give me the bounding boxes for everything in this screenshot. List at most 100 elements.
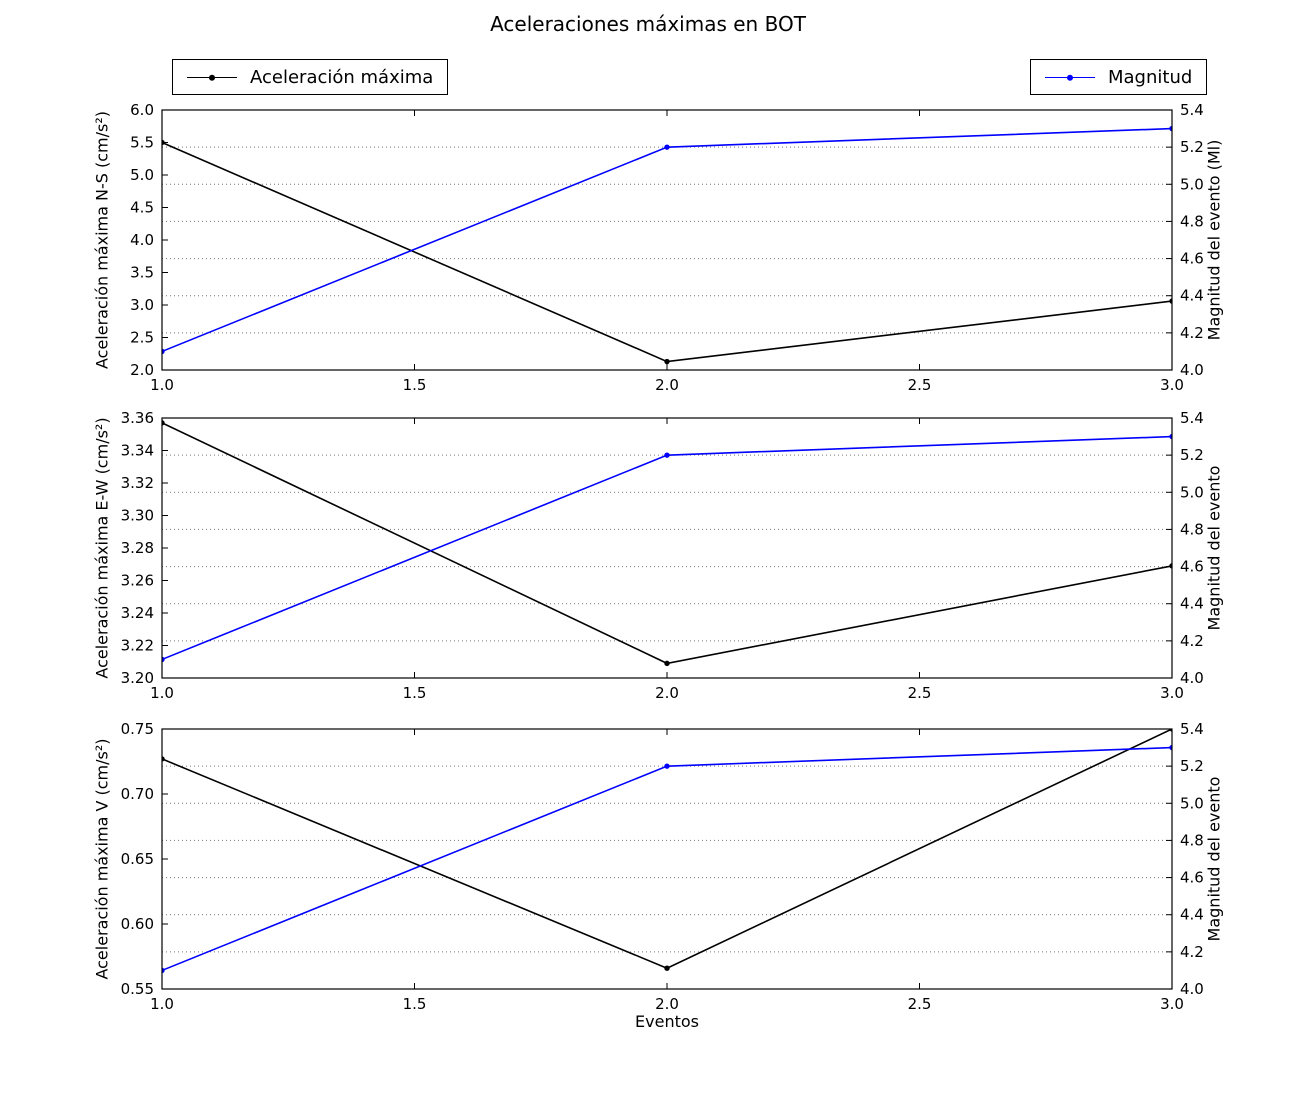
left-tick-label: 3.20	[121, 669, 154, 687]
data-point-marker	[664, 358, 670, 365]
data-point-marker	[664, 144, 670, 150]
right-tick-label: 4.2	[1180, 324, 1204, 342]
x-tick-label: 1.0	[150, 684, 174, 702]
legend-label-aceleracion: Aceleración máxima	[250, 66, 434, 88]
figure-title: Aceleraciones máximas en BOT	[490, 12, 806, 36]
ylabel-right-magnitud-3: Magnitud del evento	[1204, 776, 1224, 942]
left-tick-label: 2.0	[130, 361, 154, 379]
data-point-marker	[1169, 125, 1172, 132]
left-tick-label: 3.36	[121, 409, 154, 427]
right-tick-label: 5.0	[1180, 794, 1204, 812]
left-tick-label: 3.30	[121, 507, 154, 525]
left-tick-label: 3.0	[130, 296, 154, 314]
x-tick-label: 2.0	[655, 376, 679, 394]
data-point-marker	[664, 660, 670, 667]
data-point-marker	[1169, 433, 1172, 440]
ylabel-right-magnitud-2: Magnitud del evento	[1204, 465, 1224, 631]
right-tick-label: 4.0	[1180, 361, 1204, 379]
right-tick-label: 4.4	[1180, 906, 1204, 924]
right-tick-label: 4.8	[1180, 831, 1204, 849]
right-tick-label: 4.0	[1180, 669, 1204, 687]
right-tick-label: 4.2	[1180, 943, 1204, 961]
x-tick-label: 3.0	[1160, 995, 1184, 1013]
ylabel-right-magnitud-1: Magnitud del evento (Ml)	[1204, 139, 1224, 341]
ylabel-ns: Aceleración máxima N-S (cm/s²)	[92, 110, 112, 370]
right-tick-label: 5.2	[1180, 757, 1204, 775]
right-tick-label: 4.6	[1180, 869, 1204, 887]
x-tick-label: 2.5	[908, 995, 932, 1013]
legend-magnitud: Magnitud	[1030, 59, 1208, 95]
right-tick-label: 4.6	[1180, 250, 1204, 268]
x-axis-label: Eventos	[635, 1012, 699, 1031]
right-tick-label: 4.8	[1180, 520, 1204, 538]
right-tick-label: 5.2	[1180, 138, 1204, 156]
left-tick-label: 4.5	[130, 199, 154, 217]
left-tick-label: 3.24	[121, 604, 154, 622]
ylabel-ew: Aceleración máxima E-W (cm/s²)	[92, 417, 112, 679]
legend-aceleracion-maxima: Aceleración máxima	[172, 59, 449, 95]
right-tick-label: 5.2	[1180, 446, 1204, 464]
subplot-N-S: 1.0 1.5 2.0 2.5 3.0 2.0 2.5 3.0 3.5 4.0 4.5 5.0 5.5 6…	[130, 101, 1204, 394]
left-tick-label: 3.5	[130, 264, 154, 282]
right-tick-label: 4.6	[1180, 558, 1204, 576]
data-point-marker	[162, 348, 165, 355]
left-tick-label: 3.34	[121, 442, 154, 460]
right-tick-label: 4.0	[1180, 980, 1204, 998]
legend-label-magnitud: Magnitud	[1108, 66, 1193, 88]
x-tick-label: 2.0	[655, 995, 679, 1013]
left-tick-label: 5.5	[130, 134, 154, 152]
x-tick-label: 1.5	[403, 376, 427, 394]
x-tick-label: 2.5	[908, 684, 932, 702]
blue-line-marker-icon	[1045, 74, 1095, 81]
left-tick-label: 0.70	[121, 785, 154, 803]
subplot-V: 1.0 1.5 2.0 2.5 3.0 0.55 0.60 0.65 0.70 0.75 4.0 4.…	[121, 720, 1204, 1013]
data-point-marker	[162, 420, 165, 426]
ylabel-v: Aceleración máxima V (cm/s²)	[92, 738, 112, 980]
left-tick-label: 0.65	[121, 850, 154, 868]
left-tick-label: 0.60	[121, 915, 154, 933]
series-line-aceleracion	[162, 141, 1172, 363]
right-tick-label: 5.4	[1180, 101, 1204, 119]
right-tick-label: 4.8	[1180, 212, 1204, 230]
left-tick-label: 3.26	[121, 572, 154, 590]
data-point-marker	[1169, 744, 1172, 751]
x-tick-label: 2.5	[908, 376, 932, 394]
left-tick-label: 2.5	[130, 329, 154, 347]
right-tick-label: 5.4	[1180, 720, 1204, 738]
x-tick-label: 3.0	[1160, 684, 1184, 702]
data-point-marker	[162, 967, 165, 974]
left-tick-label: 0.75	[121, 720, 154, 738]
x-tick-label: 3.0	[1160, 376, 1184, 394]
data-point-marker	[664, 452, 670, 458]
black-line-marker-icon	[187, 74, 237, 81]
right-tick-label: 4.4	[1180, 595, 1204, 613]
left-tick-label: 3.32	[121, 474, 154, 492]
left-tick-label: 4.0	[130, 231, 154, 249]
right-tick-label: 5.4	[1180, 409, 1204, 427]
subplot-E-W: 1.0 1.5 2.0 2.5 3.0 3.20 3.22 3.24 3.26 3.28 3.30 3…	[121, 409, 1204, 702]
data-point-marker	[664, 965, 670, 971]
data-point-marker	[1169, 729, 1172, 732]
left-tick-label: 3.28	[121, 539, 154, 557]
right-tick-label: 4.4	[1180, 287, 1204, 305]
left-tick-label: 3.22	[121, 637, 154, 655]
data-point-marker	[1169, 563, 1172, 569]
data-point-marker	[664, 763, 670, 769]
series-line-magnitud	[162, 746, 1172, 972]
series-line-magnitud	[162, 435, 1172, 661]
data-point-marker	[1169, 298, 1172, 304]
right-tick-label: 5.0	[1180, 175, 1204, 193]
left-tick-label: 6.0	[130, 101, 154, 119]
left-tick-label: 0.55	[121, 980, 154, 998]
x-tick-label: 1.5	[403, 995, 427, 1013]
series-line-magnitud	[162, 127, 1172, 353]
series-line-aceleracion	[162, 422, 1172, 665]
x-tick-label: 2.0	[655, 684, 679, 702]
data-point-marker	[162, 656, 165, 663]
x-tick-label: 1.0	[150, 376, 174, 394]
left-tick-label: 5.0	[130, 166, 154, 184]
right-tick-label: 5.0	[1180, 483, 1204, 501]
x-tick-label: 1.5	[403, 684, 427, 702]
